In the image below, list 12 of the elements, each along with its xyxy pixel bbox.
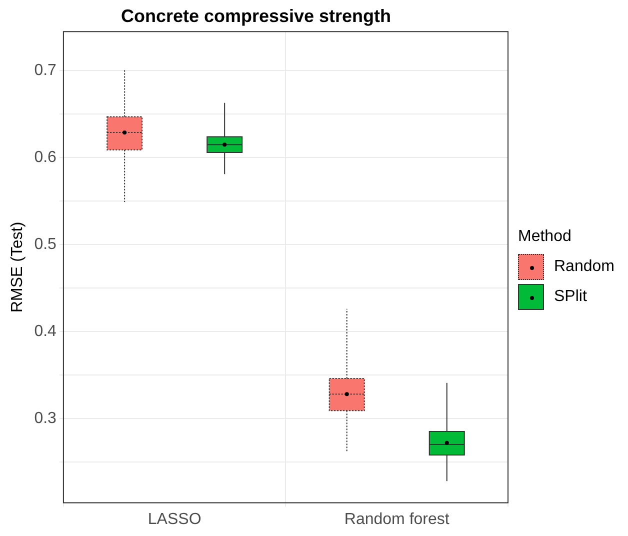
chart-title: Concrete compressive strength (120, 6, 392, 26)
legend-label: Random (554, 258, 614, 276)
y-tick-label: 0.7 (34, 62, 57, 80)
y-tick-label: 0.5 (34, 236, 57, 254)
y-tick-label: 0.3 (34, 410, 57, 427)
y-axis-title: RMSE (Test) (9, 222, 26, 313)
x-tick-label: LASSO (148, 510, 202, 528)
y-tick-label: 0.4 (34, 322, 57, 340)
y-tick-label: 0.6 (34, 149, 57, 166)
x-tick-label: Random forest (344, 510, 450, 528)
legend-title: Method (518, 228, 572, 246)
legend-label: SPlit (554, 288, 587, 306)
